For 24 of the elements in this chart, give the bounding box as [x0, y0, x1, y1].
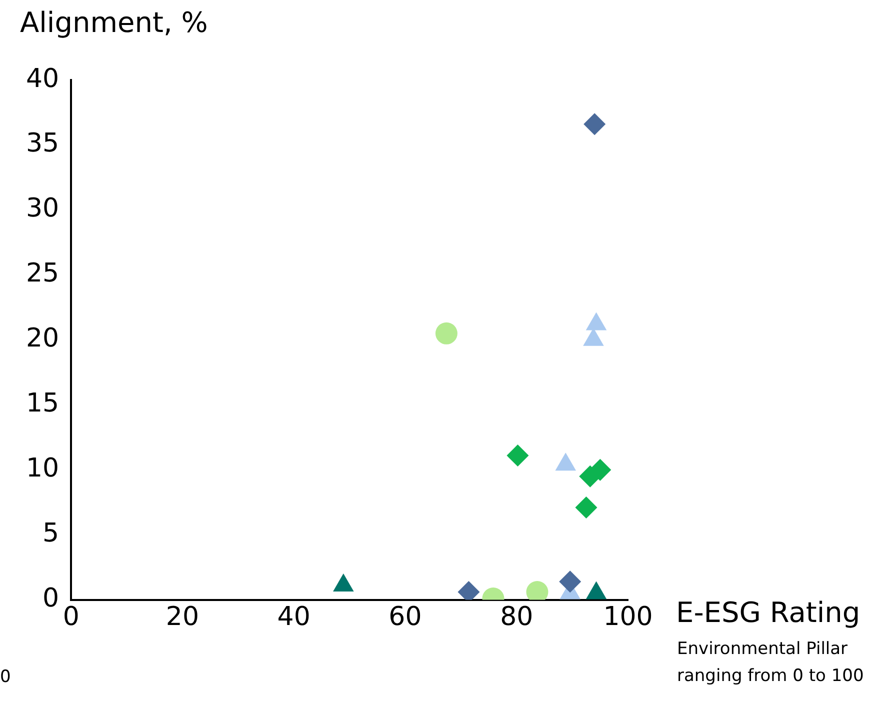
y-tick-label: 40	[26, 64, 60, 94]
point	[506, 444, 529, 467]
text: 0	[0, 667, 11, 687]
point	[584, 113, 606, 136]
x-axis-title: E-ESG Rating	[676, 596, 860, 629]
y-tick-label: 0	[42, 584, 60, 614]
y-axis-title: Alignment, %	[20, 6, 208, 39]
text: Environmental Pillar ranging from 0 to 100	[677, 638, 865, 688]
point	[435, 322, 458, 344]
x-tick-label: 100	[603, 602, 653, 632]
x-tick-label: 20	[166, 602, 200, 632]
x-tick-label: 60	[388, 602, 422, 632]
x-tick-label: 40	[277, 602, 310, 632]
x-tick-label: 0	[62, 602, 80, 632]
y-tick-label: 10	[26, 454, 60, 484]
y-tick-label: 35	[26, 128, 60, 159]
y-tick-label: 25	[26, 258, 60, 289]
point	[333, 574, 354, 592]
y-tick-label: 30	[26, 194, 60, 224]
y-tick-label: 5	[42, 518, 60, 549]
point	[586, 581, 607, 600]
y-tick-label: 15	[26, 388, 60, 419]
x-tick-label: 80	[500, 602, 534, 632]
y-tick-label: 20	[26, 324, 60, 354]
